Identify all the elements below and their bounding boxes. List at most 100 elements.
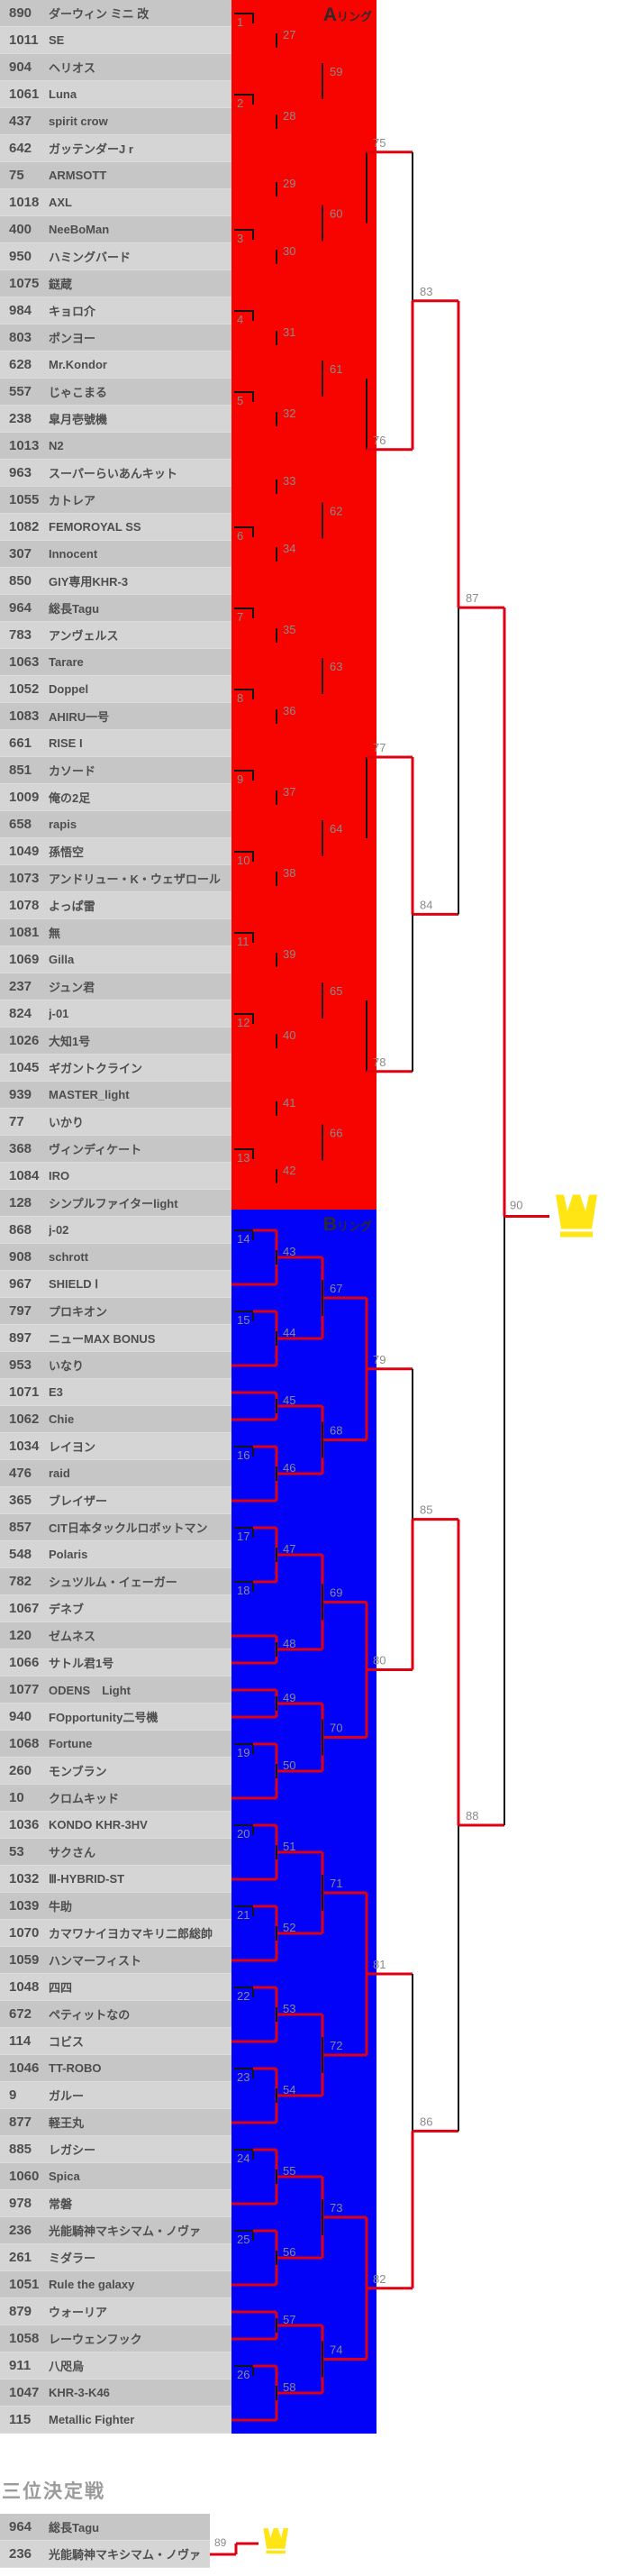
entry-row: 1075 鎹蔵 bbox=[0, 270, 231, 297]
match-number: 57 bbox=[283, 2313, 295, 2326]
match-number: 44 bbox=[283, 1326, 295, 1339]
ring-b-suffix: リング bbox=[336, 1219, 372, 1233]
entry-number: 10 bbox=[9, 1790, 24, 1805]
match-number: 54 bbox=[283, 2083, 295, 2096]
match-number: 31 bbox=[283, 325, 295, 339]
entry-number: 824 bbox=[9, 1006, 32, 1021]
entry-number: 661 bbox=[9, 735, 32, 751]
entry-name: 光能騎神マキシマム・ノヴァ bbox=[49, 2548, 202, 2562]
entry-row: 1055 カトレア bbox=[0, 487, 231, 514]
entry-number: 1032 bbox=[9, 1871, 40, 1886]
entry-row: 1011 SE bbox=[0, 27, 231, 54]
entry-number: 120 bbox=[9, 1628, 32, 1643]
match-number: 39 bbox=[283, 947, 295, 961]
match-number: 40 bbox=[283, 1028, 295, 1042]
entry-number: 1082 bbox=[9, 519, 40, 534]
match-number: 17 bbox=[237, 1530, 249, 1543]
entry-row: 476 raid bbox=[0, 1460, 231, 1487]
entry-row: 1083 AHIRU一号 bbox=[0, 703, 231, 730]
entry-row: 261 ミダラー bbox=[0, 2244, 231, 2271]
entry-name: MASTER_light bbox=[49, 1088, 130, 1101]
entry-row: 803 ポンヨー bbox=[0, 324, 231, 352]
entry-name: キョロ介 bbox=[49, 305, 96, 318]
entry-row: 238 皐月壱號機 bbox=[0, 406, 231, 433]
entry-number: 1084 bbox=[9, 1168, 40, 1183]
entry-number: 237 bbox=[9, 979, 32, 994]
entry-name: ポンヨー bbox=[49, 332, 96, 345]
match-number: 10 bbox=[237, 854, 249, 867]
entry-name: ヘリオス bbox=[49, 61, 96, 75]
entry-row: 978 常磐 bbox=[0, 2190, 231, 2217]
entry-row: 904 ヘリオス bbox=[0, 54, 231, 81]
entry-name: E3 bbox=[49, 1385, 63, 1399]
match-number: 5 bbox=[237, 394, 243, 407]
match-number: 68 bbox=[330, 1424, 342, 1438]
entry-row: 1066 サトル君1号 bbox=[0, 1649, 231, 1676]
entry-name: ニューMAX BONUS bbox=[49, 1332, 156, 1346]
entry-row: 53 サクさん bbox=[0, 1839, 231, 1866]
match-number: 2 bbox=[237, 96, 243, 110]
entry-row: 120 ゼムネス bbox=[0, 1622, 231, 1649]
entry-row: 1013 N2 bbox=[0, 433, 231, 460]
entry-number: 897 bbox=[9, 1330, 32, 1346]
entry-number: 879 bbox=[9, 2304, 32, 2319]
match-number: 7 bbox=[237, 610, 243, 624]
match-number: 63 bbox=[330, 660, 342, 673]
entry-number: 307 bbox=[9, 546, 32, 562]
match-number: 77 bbox=[373, 741, 386, 754]
entry-number: 1058 bbox=[9, 2331, 40, 2346]
entry-number: 908 bbox=[9, 1249, 32, 1265]
third-place-row: 236 光能騎神マキシマム・ノヴァ bbox=[0, 2541, 210, 2568]
match-number: 90 bbox=[510, 1199, 522, 1212]
entry-name: SHIELD Ⅰ bbox=[49, 1276, 99, 1291]
entry-name: ヴィンディケート bbox=[49, 1143, 142, 1156]
match-number: 33 bbox=[283, 474, 295, 488]
entry-name: Tarare bbox=[49, 655, 84, 669]
entry-name: j-02 bbox=[49, 1223, 69, 1237]
entry-number: 1034 bbox=[9, 1439, 40, 1454]
entry-name: 無 bbox=[49, 927, 61, 940]
match-number: 9 bbox=[237, 772, 243, 786]
ring-a-label: Aリング bbox=[323, 5, 372, 26]
entry-number: 803 bbox=[9, 330, 32, 345]
entry-name: KONDO KHR-3HV bbox=[49, 1818, 148, 1832]
entry-name: カマワナイヨカマキリ二郎総帥 bbox=[49, 1927, 213, 1941]
entry-row: 1073 アンドリュー・K・ウェザロール bbox=[0, 865, 231, 892]
entry-number: 9 bbox=[9, 2087, 17, 2103]
match-number: 27 bbox=[283, 28, 295, 41]
match-number: 41 bbox=[283, 1096, 295, 1110]
match-number: 11 bbox=[237, 935, 249, 948]
entry-name: ODENS Light bbox=[49, 1684, 131, 1697]
entry-row: 1060 Spica bbox=[0, 2163, 231, 2190]
match-number: 53 bbox=[283, 2002, 295, 2015]
entry-name: カトレア bbox=[49, 494, 96, 507]
entry-row: 1018 AXL bbox=[0, 189, 231, 216]
entry-name: 総長Tagu bbox=[49, 602, 100, 616]
entry-number: 1081 bbox=[9, 925, 40, 940]
entry-name: ハミングバード bbox=[49, 251, 132, 264]
entry-number: 1013 bbox=[9, 438, 40, 453]
entry-number: 1063 bbox=[9, 654, 40, 670]
entry-name: KHR-3-K46 bbox=[49, 2386, 110, 2399]
entry-number: 261 bbox=[9, 2250, 32, 2265]
entry-row: 897 ニューMAX BONUS bbox=[0, 1325, 231, 1352]
entry-name: spirit crow bbox=[49, 114, 108, 128]
match-number: 14 bbox=[237, 1232, 249, 1246]
match-number: 32 bbox=[283, 406, 295, 420]
ring-b-label: Bリング bbox=[323, 1214, 372, 1236]
entry-row: 950 ハミングバード bbox=[0, 243, 231, 270]
entry-number: 963 bbox=[9, 465, 32, 480]
entry-row: 236 光能騎神マキシマム・ノヴァ bbox=[0, 2217, 231, 2244]
entry-name: SE bbox=[49, 33, 65, 47]
entry-row: 963 スーパーらいあんキット bbox=[0, 460, 231, 487]
match-number: 6 bbox=[237, 529, 243, 543]
entry-name: N2 bbox=[49, 439, 64, 452]
entry-row: 782 シュツルム・イェーガー bbox=[0, 1568, 231, 1595]
entry-number: 1045 bbox=[9, 1060, 40, 1075]
entry-row: 1047 KHR-3-K46 bbox=[0, 2380, 231, 2407]
entry-number: 1049 bbox=[9, 844, 40, 859]
entry-number: 1059 bbox=[9, 1952, 40, 1968]
entry-row: 877 軽王丸 bbox=[0, 2109, 231, 2136]
winner-crown-icon bbox=[556, 1194, 597, 1238]
entry-row: 890 ダーウィン ミニ 改 bbox=[0, 0, 231, 27]
